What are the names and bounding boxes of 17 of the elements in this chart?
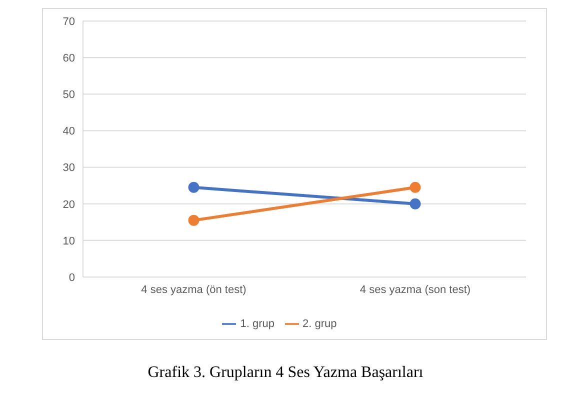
x-tick-label: 4 ses yazma (ön test) [141, 284, 246, 296]
point [410, 198, 421, 210]
y-tick-label: 40 [62, 126, 75, 138]
x-tick-label: 4 ses yazma (son test) [360, 284, 471, 296]
legend-label: 2. grup [302, 318, 337, 330]
point [188, 214, 200, 226]
legend-label: 1. grup [240, 318, 274, 330]
y-tick-label: 0 [68, 272, 75, 284]
y-tick-label: 70 [62, 16, 75, 28]
y-tick-label: 10 [62, 235, 75, 248]
text: Grafik 3. Grupların 4 Ses Yazma Başarıları [146, 364, 424, 382]
y-tick-label: 30 [62, 162, 75, 174]
y-tick-label: 50 [62, 89, 75, 102]
y-tick-label: 60 [62, 52, 75, 64]
point [188, 182, 200, 193]
y-tick-label: 20 [62, 198, 75, 211]
point [410, 182, 421, 193]
